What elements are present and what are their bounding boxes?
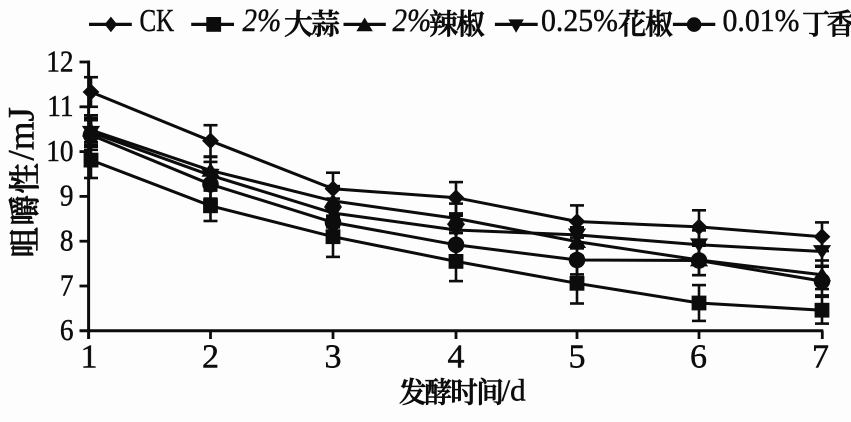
svg-text:/d: /d (502, 373, 527, 408)
svg-text:1: 1 (81, 339, 98, 376)
svg-text:6: 6 (690, 339, 707, 376)
svg-text:2: 2 (202, 339, 219, 376)
svg-text:12: 12 (46, 45, 73, 79)
svg-text:5: 5 (569, 339, 586, 376)
svg-text:3: 3 (325, 339, 342, 376)
svg-text:9: 9 (60, 179, 74, 213)
svg-text:8: 8 (60, 224, 74, 258)
svg-text:7: 7 (812, 339, 829, 376)
svg-text:11: 11 (47, 90, 73, 124)
svg-text:6: 6 (60, 314, 74, 348)
svg-text:CK: CK (140, 3, 175, 39)
svg-text:7: 7 (60, 269, 74, 303)
svg-text:2%: 2% (393, 1, 432, 38)
svg-text:0.25%: 0.25% (541, 2, 618, 38)
svg-text:0.01%: 0.01% (723, 2, 800, 38)
svg-text:/mJ: /mJ (2, 107, 43, 160)
svg-text:4: 4 (448, 339, 465, 376)
svg-text:2%: 2% (243, 1, 282, 38)
svg-text:10: 10 (46, 134, 73, 168)
